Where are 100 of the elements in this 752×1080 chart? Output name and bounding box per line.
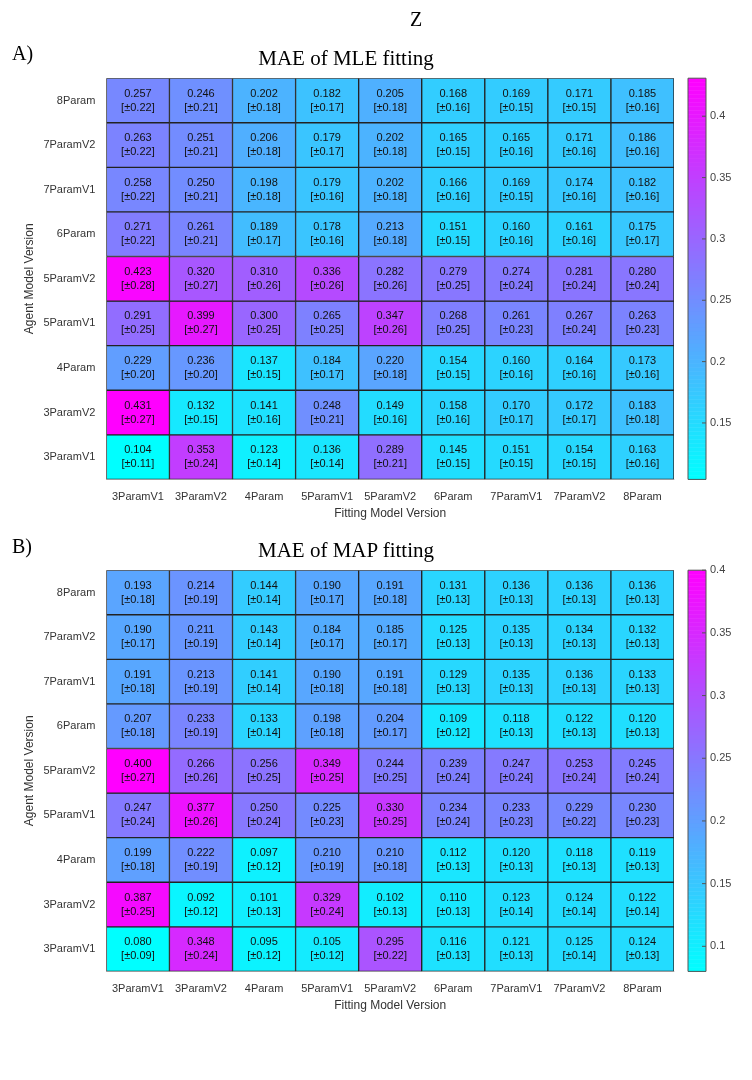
- data-label: 0.261 [±0.21]: [184, 220, 218, 247]
- data-label: 0.136 [±0.14]: [310, 443, 344, 470]
- data-label: 0.170 [±0.17]: [499, 398, 534, 425]
- data-label: 0.158 [±0.16]: [436, 398, 471, 425]
- y-tick-label: 7ParamV2: [43, 138, 96, 151]
- data-label: 0.109 [±0.12]: [436, 712, 471, 739]
- data-label: 0.423 [±0.28]: [121, 264, 155, 291]
- data-label: 0.141 [±0.16]: [247, 398, 281, 425]
- chart-title: MAE of MLE fitting: [258, 46, 435, 71]
- data-label: 0.168 [±0.16]: [436, 86, 471, 113]
- x-tick-label: 3ParamV1: [111, 490, 164, 503]
- data-label: 0.104 [±0.11]: [121, 443, 155, 470]
- data-label: 0.125 [±0.14]: [562, 935, 597, 962]
- data-label: 0.202 [±0.18]: [247, 86, 281, 113]
- color-bar-label: 0.1: [710, 939, 726, 952]
- color-bar-label: 0.35: [710, 170, 732, 183]
- data-label: 0.191 [±0.18]: [373, 667, 407, 694]
- data-label: 0.185 [±0.16]: [625, 86, 660, 113]
- data-label: 0.336 [±0.26]: [310, 264, 344, 291]
- data-label: 0.182 [±0.16]: [625, 175, 660, 202]
- y-axis-title: Agent Model Version: [21, 715, 36, 827]
- data-label: 0.173 [±0.16]: [625, 353, 660, 380]
- data-label: 0.183 [±0.18]: [625, 398, 660, 425]
- y-tick-label: 3ParamV1: [43, 450, 96, 463]
- data-label: 0.387 [±0.25]: [121, 890, 155, 917]
- data-label: 0.110 [±0.13]: [436, 890, 471, 917]
- color-bar-label: 0.4: [710, 563, 726, 576]
- data-label: 0.400 [±0.27]: [121, 756, 155, 783]
- data-label: 0.256 [±0.25]: [247, 756, 281, 783]
- data-label: 0.101 [±0.13]: [247, 890, 281, 917]
- y-tick-label: 5ParamV1: [43, 808, 96, 821]
- data-label: 0.163 [±0.16]: [625, 443, 660, 470]
- data-label: 0.154 [±0.15]: [562, 443, 597, 470]
- data-label: 0.205 [±0.18]: [373, 86, 407, 113]
- x-axis-title: Fitting Model Version: [334, 506, 447, 521]
- data-label: 0.263 [±0.22]: [121, 131, 155, 158]
- data-label: 0.169 [±0.15]: [499, 86, 534, 113]
- x-tick-label: 5ParamV1: [301, 982, 354, 995]
- data-label: 0.310 [±0.26]: [247, 264, 281, 291]
- data-label: 0.161 [±0.16]: [562, 220, 597, 247]
- data-label: 0.431 [±0.27]: [121, 398, 155, 425]
- y-tick-label: 8Param: [56, 585, 96, 598]
- y-tick-label: 3ParamV2: [43, 897, 96, 910]
- data-label: 0.280 [±0.24]: [625, 264, 660, 291]
- data-label: 0.247 [±0.24]: [499, 756, 534, 783]
- data-label: 0.206 [±0.18]: [247, 131, 281, 158]
- color-bar-label: 0.3: [710, 688, 726, 701]
- y-tick-label: 5ParamV2: [43, 763, 96, 776]
- color-bar-label: 0.15: [710, 876, 732, 889]
- x-tick-label: 7ParamV1: [490, 490, 543, 503]
- data-label: 0.119 [±0.13]: [625, 845, 660, 872]
- y-tick-label: 4Param: [56, 360, 96, 373]
- x-tick-label: 5ParamV2: [364, 490, 417, 503]
- data-label: 0.136 [±0.13]: [562, 578, 597, 605]
- x-tick-label: 5ParamV2: [364, 982, 417, 995]
- data-label: 0.198 [±0.18]: [247, 175, 281, 202]
- data-label: 0.080 [±0.09]: [121, 935, 155, 962]
- y-tick-label: 6Param: [56, 719, 96, 732]
- data-label: 0.165 [±0.15]: [436, 131, 471, 158]
- data-label: 0.143 [±0.14]: [247, 623, 281, 650]
- data-label: 0.191 [±0.18]: [373, 578, 407, 605]
- x-tick-label: 4Param: [244, 490, 284, 503]
- data-label: 0.151 [±0.15]: [499, 443, 534, 470]
- data-label: 0.118 [±0.13]: [562, 845, 597, 872]
- data-label: 0.233 [±0.23]: [499, 801, 534, 828]
- chart-title: MAE of MAP fitting: [258, 538, 435, 563]
- data-label: 0.251 [±0.21]: [184, 131, 218, 158]
- x-axis-title: Fitting Model Version: [334, 998, 447, 1013]
- data-label: 0.154 [±0.15]: [436, 353, 471, 380]
- data-label: 0.145 [±0.15]: [436, 443, 471, 470]
- data-label: 0.248 [±0.21]: [310, 398, 344, 425]
- data-label: 0.281 [±0.24]: [562, 264, 597, 291]
- data-label: 0.263 [±0.23]: [625, 309, 660, 336]
- data-label: 0.182 [±0.17]: [310, 86, 344, 113]
- data-label: 0.191 [±0.18]: [121, 667, 155, 694]
- x-tick-label: 3ParamV1: [111, 982, 164, 995]
- data-label: 0.171 [±0.15]: [562, 86, 597, 113]
- data-label: 0.160 [±0.16]: [499, 353, 534, 380]
- x-tick-label: 8Param: [623, 490, 662, 503]
- data-label: 0.246 [±0.21]: [184, 86, 218, 113]
- data-label: 0.202 [±0.18]: [373, 131, 407, 158]
- data-label: 0.136 [±0.13]: [625, 578, 660, 605]
- data-label: 0.211 [±0.19]: [184, 623, 218, 650]
- data-label: 0.349 [±0.25]: [310, 756, 344, 783]
- data-label: 0.267 [±0.24]: [562, 309, 597, 336]
- text: B): [12, 535, 32, 558]
- data-label: 0.178 [±0.16]: [310, 220, 344, 247]
- data-label: 0.118 [±0.13]: [499, 712, 534, 739]
- data-label: 0.268 [±0.25]: [436, 309, 471, 336]
- data-label: 0.151 [±0.15]: [436, 220, 471, 247]
- data-label: 0.122 [±0.14]: [625, 890, 660, 917]
- data-label: 0.092 [±0.12]: [184, 890, 218, 917]
- x-tick-label: 8Param: [623, 982, 662, 995]
- data-label: 0.329 [±0.24]: [310, 890, 344, 917]
- color-bar-label: 0.2: [710, 813, 726, 826]
- y-tick-label: 5ParamV1: [43, 316, 96, 329]
- data-label: 0.193 [±0.18]: [121, 578, 155, 605]
- data-label: 0.244 [±0.25]: [373, 756, 407, 783]
- data-label: 0.214 [±0.19]: [184, 578, 218, 605]
- data-label: 0.121 [±0.13]: [499, 935, 534, 962]
